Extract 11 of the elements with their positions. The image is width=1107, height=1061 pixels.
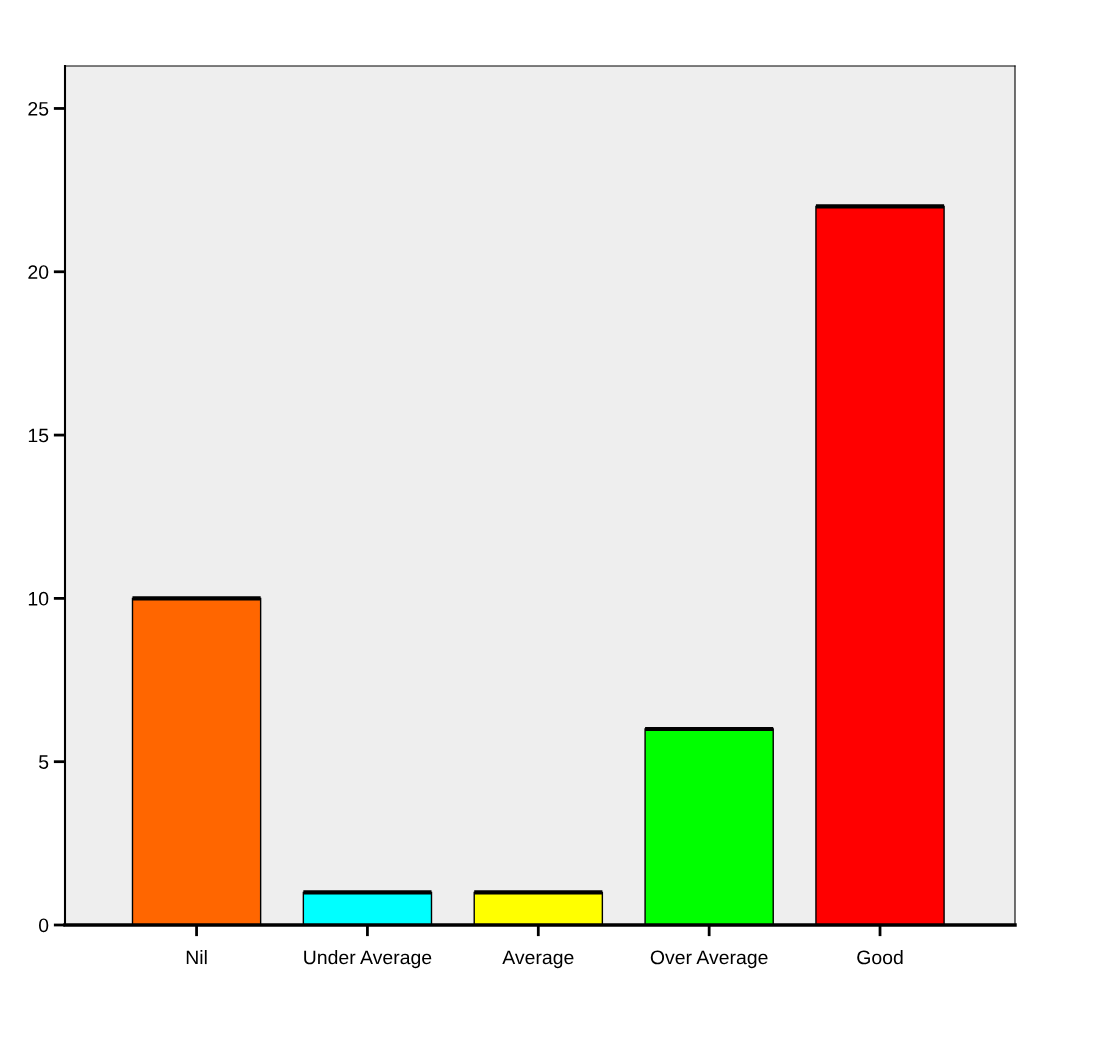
y-tick-label: 5	[38, 755, 49, 769]
x-tick-label: Over Average	[650, 950, 768, 969]
y-tick-label: 15	[28, 428, 49, 443]
y-tick-label: 0	[38, 918, 49, 933]
x-tick-label: Average	[502, 950, 574, 969]
x-tick-label: Nil	[186, 950, 207, 965]
x-tick-label: Under Average	[304, 950, 432, 969]
y-tick-label: 20	[28, 265, 49, 280]
y-tick-label: 10	[28, 591, 49, 606]
y-tick-label: 25	[28, 101, 49, 116]
x-tick-label: Good	[857, 950, 903, 965]
